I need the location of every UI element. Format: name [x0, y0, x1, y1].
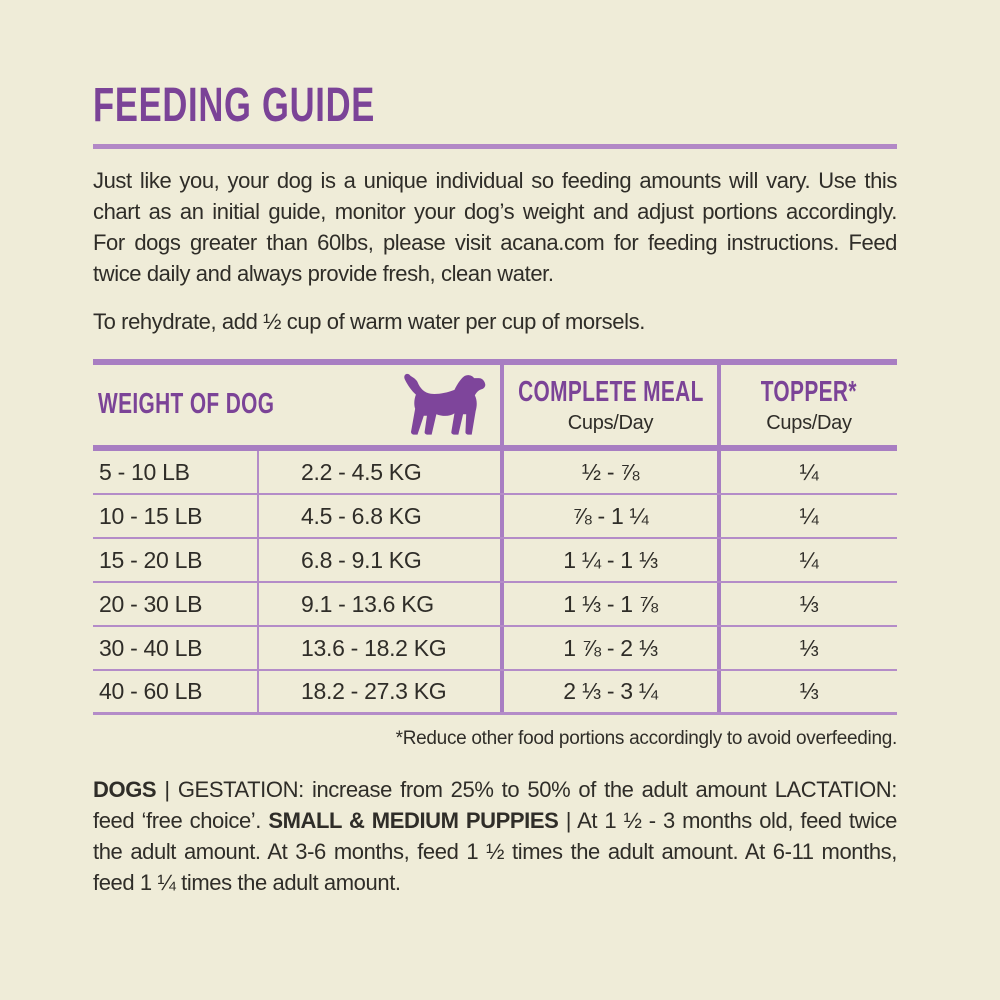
topper-label: TOPPER*	[760, 375, 858, 408]
topper-cell: ¼	[717, 451, 897, 493]
complete-meal-unit: Cups/Day	[567, 411, 654, 434]
weight-lb-cell: 30 - 40 LB	[99, 634, 203, 661]
topper-cell: ¼	[717, 539, 897, 581]
topper-unit: Cups/Day	[766, 411, 852, 434]
weight-kg-cell: 6.8 - 9.1 KG	[257, 539, 500, 581]
weight-kg-cell: 4.5 - 6.8 KG	[257, 495, 500, 537]
table-row: 10 - 15 LB 4.5 - 6.8 KG ⅞ - 1 ¼ ¼	[93, 495, 897, 539]
intro-paragraph: Just like you, your dog is a unique indi…	[93, 168, 897, 286]
table-footnote: *Reduce other food portions accordingly …	[395, 728, 898, 749]
weight-kg-cell: 18.2 - 27.3 KG	[257, 671, 500, 712]
weight-lb-cell: 10 - 15 LB	[99, 502, 203, 529]
weight-kg-cell: 9.1 - 13.6 KG	[257, 583, 500, 625]
table-row: 20 - 30 LB 9.1 - 13.6 KG 1 ⅓ - 1 ⅞ ⅓	[93, 583, 897, 627]
complete-meal-cell: 1 ⅓ - 1 ⅞	[500, 583, 717, 625]
topper-cell: ⅓	[717, 671, 897, 712]
notes-paragraph: DOGS | GESTATION: increase from 25% to 5…	[93, 777, 898, 895]
topper-cell: ⅓	[717, 583, 897, 625]
complete-meal-cell: ⅞ - 1 ¼	[500, 495, 717, 537]
title-divider	[93, 144, 897, 149]
dog-silhouette-icon	[401, 367, 489, 446]
weight-kg-cell: 2.2 - 4.5 KG	[257, 451, 500, 493]
rehydrate-note: To rehydrate, add ½ cup of warm water pe…	[93, 309, 645, 334]
page-title-text: FEEDING GUIDE	[93, 79, 376, 132]
weight-lb-cell: 20 - 30 LB	[99, 590, 203, 617]
topper-cell: ¼	[717, 495, 897, 537]
feeding-table-body: 5 - 10 LB 2.2 - 4.5 KG ½ - ⅞ ¼ 10 - 15 L…	[93, 451, 897, 715]
table-row: 5 - 10 LB 2.2 - 4.5 KG ½ - ⅞ ¼	[93, 451, 897, 495]
table-row: 40 - 60 LB 18.2 - 27.3 KG 2 ⅓ - 3 ¼ ⅓	[93, 671, 897, 715]
complete-meal-cell: ½ - ⅞	[500, 451, 717, 493]
topper-cell: ⅓	[717, 627, 897, 669]
table-row: 15 - 20 LB 6.8 - 9.1 KG 1 ¼ - 1 ⅓ ¼	[93, 539, 897, 583]
header-weight-of-dog: WEIGHT OF DOG	[93, 365, 500, 446]
header-topper: TOPPER* Cups/Day	[717, 365, 897, 446]
weight-of-dog-label: WEIGHT OF DOG	[98, 388, 275, 421]
feeding-table-header: WEIGHT OF DOG COMPLETE MEAL Cups/Day TOP…	[93, 365, 897, 451]
complete-meal-label: COMPLETE MEAL	[517, 375, 704, 408]
table-row: 30 - 40 LB 13.6 - 18.2 KG 1 ⅞ - 2 ⅓ ⅓	[93, 627, 897, 671]
feeding-table: WEIGHT OF DOG COMPLETE MEAL Cups/Day TOP…	[93, 359, 897, 715]
header-complete-meal: COMPLETE MEAL Cups/Day	[500, 365, 717, 446]
complete-meal-cell: 2 ⅓ - 3 ¼	[500, 671, 717, 712]
weight-lb-cell: 5 - 10 LB	[99, 458, 190, 485]
weight-kg-cell: 13.6 - 18.2 KG	[257, 627, 500, 669]
complete-meal-cell: 1 ¼ - 1 ⅓	[500, 539, 717, 581]
complete-meal-cell: 1 ⅞ - 2 ⅓	[500, 627, 717, 669]
content-column: FEEDING GUIDE Just like you, your dog is…	[93, 0, 897, 898]
weight-lb-cell: 40 - 60 LB	[99, 678, 203, 704]
page-title: FEEDING GUIDE	[93, 82, 897, 130]
weight-lb-cell: 15 - 20 LB	[99, 546, 203, 573]
